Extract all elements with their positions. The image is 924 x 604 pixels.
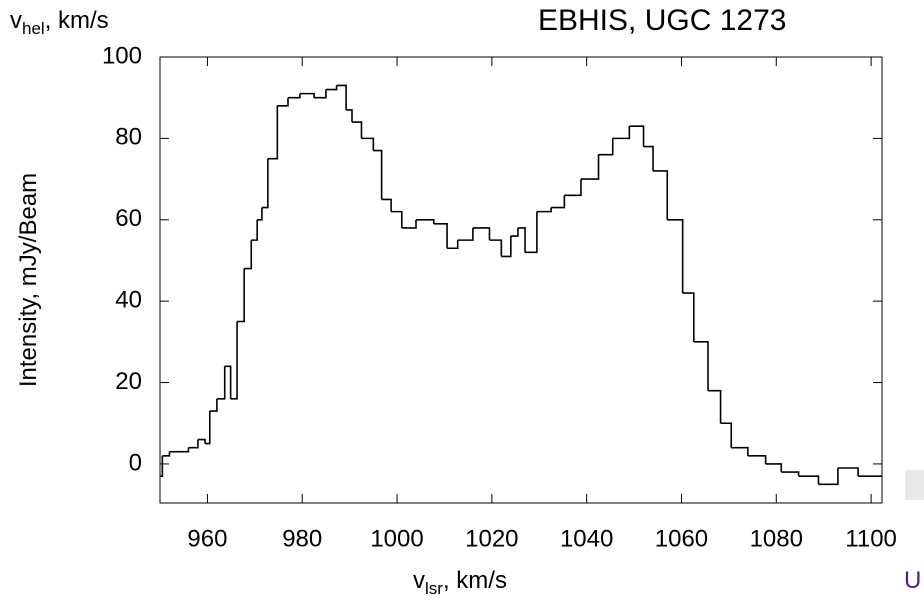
y-axis-label: Intensity, mJy/Beam bbox=[15, 173, 42, 387]
step-segment bbox=[237, 268, 245, 323]
step-segment bbox=[216, 366, 226, 400]
step-segment bbox=[818, 468, 839, 486]
x-tick-label: 980 bbox=[282, 525, 322, 552]
step-segment bbox=[336, 84, 347, 110]
y-tick-label: 0 bbox=[129, 449, 142, 476]
step-segment bbox=[682, 292, 695, 342]
y-tick-label: 60 bbox=[115, 205, 142, 232]
step-segment bbox=[747, 454, 767, 464]
step-segment bbox=[162, 451, 171, 457]
step-segment bbox=[197, 438, 206, 444]
x-tick-label: 1100 bbox=[845, 525, 897, 552]
step-segment bbox=[361, 137, 375, 151]
step-segment bbox=[667, 218, 684, 294]
x-tick-label: 1060 bbox=[655, 525, 708, 552]
step-segment bbox=[325, 85, 338, 91]
step-segment bbox=[160, 455, 164, 477]
step-segment bbox=[251, 219, 258, 241]
step-segment bbox=[391, 210, 403, 228]
step-segment bbox=[837, 467, 859, 477]
step-segment bbox=[230, 321, 238, 400]
step-segment bbox=[257, 207, 263, 221]
step-segment bbox=[781, 471, 800, 477]
step-segment bbox=[765, 463, 783, 473]
step-segment bbox=[536, 207, 552, 213]
step-segment bbox=[510, 227, 519, 237]
step-segment bbox=[629, 125, 645, 147]
step-segment bbox=[643, 145, 654, 171]
step-segment bbox=[267, 105, 279, 160]
step-segment bbox=[731, 446, 749, 456]
plot-frame bbox=[159, 56, 883, 504]
step-segment bbox=[525, 211, 538, 254]
step-segment bbox=[501, 236, 512, 258]
y-tick-label: 20 bbox=[115, 368, 142, 395]
step-segment bbox=[346, 109, 353, 123]
step-segment bbox=[489, 239, 503, 257]
step-segment bbox=[205, 411, 211, 445]
step-segment bbox=[612, 126, 631, 140]
step-segment bbox=[244, 240, 253, 270]
y-tick-label: 80 bbox=[115, 124, 142, 151]
x-tick-label: 960 bbox=[187, 525, 227, 552]
step-segment bbox=[351, 121, 363, 139]
step-segment bbox=[433, 223, 448, 249]
step-segment bbox=[693, 341, 709, 391]
step-segment bbox=[517, 227, 526, 253]
step-segment bbox=[598, 138, 614, 156]
step-segment bbox=[401, 219, 417, 229]
step-segment bbox=[580, 154, 600, 180]
step-segment bbox=[551, 195, 566, 209]
step-segment bbox=[415, 218, 435, 224]
x-axis-label: vlsr, km/s bbox=[413, 567, 507, 598]
side-block bbox=[905, 470, 924, 500]
step-segment bbox=[798, 475, 820, 485]
step-segment bbox=[314, 89, 327, 99]
step-segment bbox=[209, 398, 218, 412]
x-tick-label: 1080 bbox=[750, 525, 803, 552]
step-segment bbox=[720, 422, 733, 448]
step-segment bbox=[447, 240, 459, 250]
step-segment bbox=[564, 179, 582, 197]
step-segment bbox=[373, 149, 383, 200]
step-segment bbox=[188, 439, 199, 449]
link-text[interactable]: U bbox=[904, 567, 921, 594]
step-segment bbox=[299, 92, 315, 98]
step-segment bbox=[287, 93, 301, 99]
x-tick-label: 1000 bbox=[370, 525, 423, 552]
step-segment bbox=[653, 170, 669, 220]
step-segment bbox=[472, 227, 491, 241]
step-segment bbox=[457, 227, 474, 241]
step-segment bbox=[224, 365, 232, 399]
step-segment bbox=[178, 447, 190, 453]
y-unit: vhel, km/s bbox=[10, 7, 109, 38]
step-segment bbox=[277, 97, 289, 107]
x-tick-label: 1040 bbox=[560, 525, 613, 552]
step-segment bbox=[261, 158, 269, 209]
chart-title: EBHIS, UGC 1273 bbox=[538, 4, 786, 37]
step-segment bbox=[381, 198, 392, 212]
y-tick-label: 100 bbox=[102, 42, 142, 69]
x-tick-label: 1020 bbox=[465, 525, 518, 552]
step-segment bbox=[708, 389, 722, 424]
y-tick-label: 40 bbox=[115, 287, 142, 314]
